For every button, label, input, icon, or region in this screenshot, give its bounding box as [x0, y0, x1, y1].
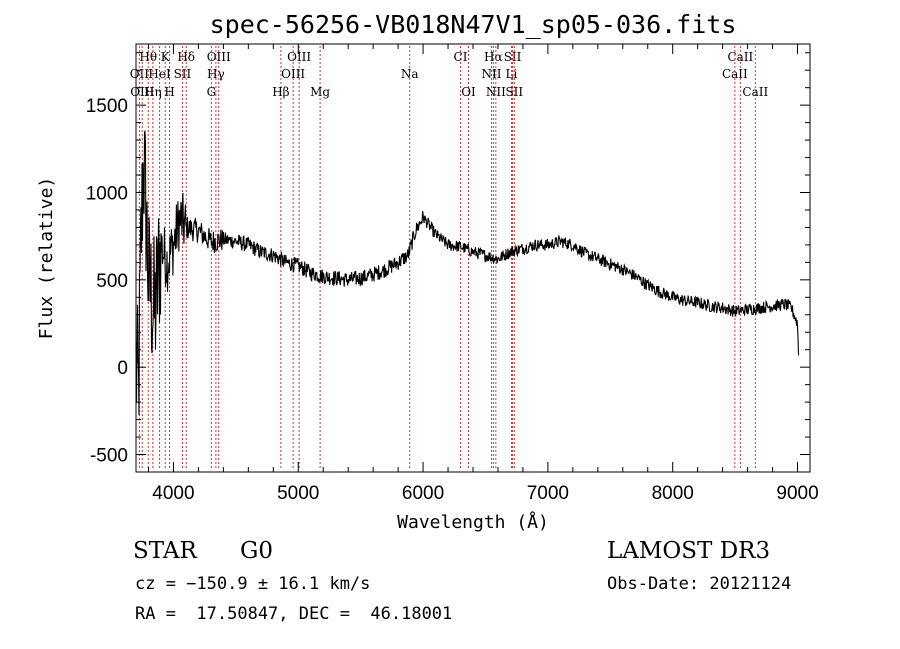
- spectral-line-label: Hα: [484, 50, 503, 64]
- y-tick-label: 1000: [86, 183, 128, 204]
- spectral-line-label: Na: [401, 67, 419, 81]
- spectral-line-label: CaII: [722, 67, 748, 81]
- spectral-line-label: NII: [481, 67, 501, 81]
- spectral-line-label: CI: [454, 50, 468, 64]
- y-tick-label: 1500: [86, 96, 128, 117]
- x-tick-label: 8000: [652, 483, 694, 504]
- spectral-line-label: Hβ: [272, 85, 289, 99]
- spectral-line-label: Hθ: [139, 50, 157, 64]
- spectral-line-label: OII: [130, 67, 150, 81]
- x-axis-title: Wavelength (Å): [397, 511, 549, 533]
- spectrum-series: [135, 130, 800, 416]
- survey-name: LAMOST DR3: [607, 538, 771, 564]
- x-tick-label: 5000: [277, 483, 319, 504]
- spectral-line-label: Hδ: [177, 50, 195, 64]
- chart-title: spec-56256-VB018N47V1_sp05-036.fits: [210, 10, 737, 39]
- axis-ticks: 4000 5000 6000 7000 8000 9000 -500 0 500 1000 1500: [86, 44, 819, 504]
- spectral-line-label: Mg: [310, 85, 330, 99]
- spectral-line-label: OIII: [207, 50, 231, 64]
- spectral-line-label: CaII: [742, 85, 768, 99]
- spectral-line-label: SII: [505, 85, 523, 99]
- x-tick-label: 6000: [402, 483, 444, 504]
- spectral-line-label: G: [207, 85, 217, 99]
- obs-date-text: Obs-Date: 20121124: [607, 574, 792, 594]
- y-axis-title: Flux (relative): [36, 177, 57, 340]
- spectral-line-label: H: [164, 85, 174, 99]
- x-tick-label: 7000: [527, 483, 569, 504]
- spectral-line-label: SII: [504, 50, 522, 64]
- spectral-line-label: HeI: [148, 67, 171, 81]
- spectral-line-label: CaII: [727, 50, 753, 64]
- y-tick-label: 0: [117, 358, 128, 379]
- x-tick-label: 4000: [152, 483, 194, 504]
- y-tick-label: 500: [96, 271, 128, 292]
- spectral-line-label: OI: [461, 85, 476, 99]
- spectral-line-label: SII: [174, 67, 192, 81]
- spectral-line-label: K: [161, 50, 171, 64]
- spectral-line-label: OIII: [287, 50, 311, 64]
- spectral-line-label: Hγ: [207, 67, 225, 81]
- spectral-line-label: NII: [486, 85, 506, 99]
- spectral-line-label: OIII: [281, 67, 305, 81]
- object-subclass: G0: [240, 538, 274, 564]
- x-tick-label: 9000: [776, 483, 818, 504]
- spectral-line-label: Li: [506, 67, 518, 81]
- spectral-line-label: Hη: [144, 85, 162, 99]
- redshift-text: cz = −150.9 ± 16.1 km/s: [135, 574, 371, 594]
- coords-text: RA = 17.50847, DEC = 46.18001: [135, 604, 453, 624]
- plot-frame: [135, 43, 811, 473]
- y-tick-label: -500: [90, 446, 128, 467]
- object-class: STAR: [133, 538, 197, 564]
